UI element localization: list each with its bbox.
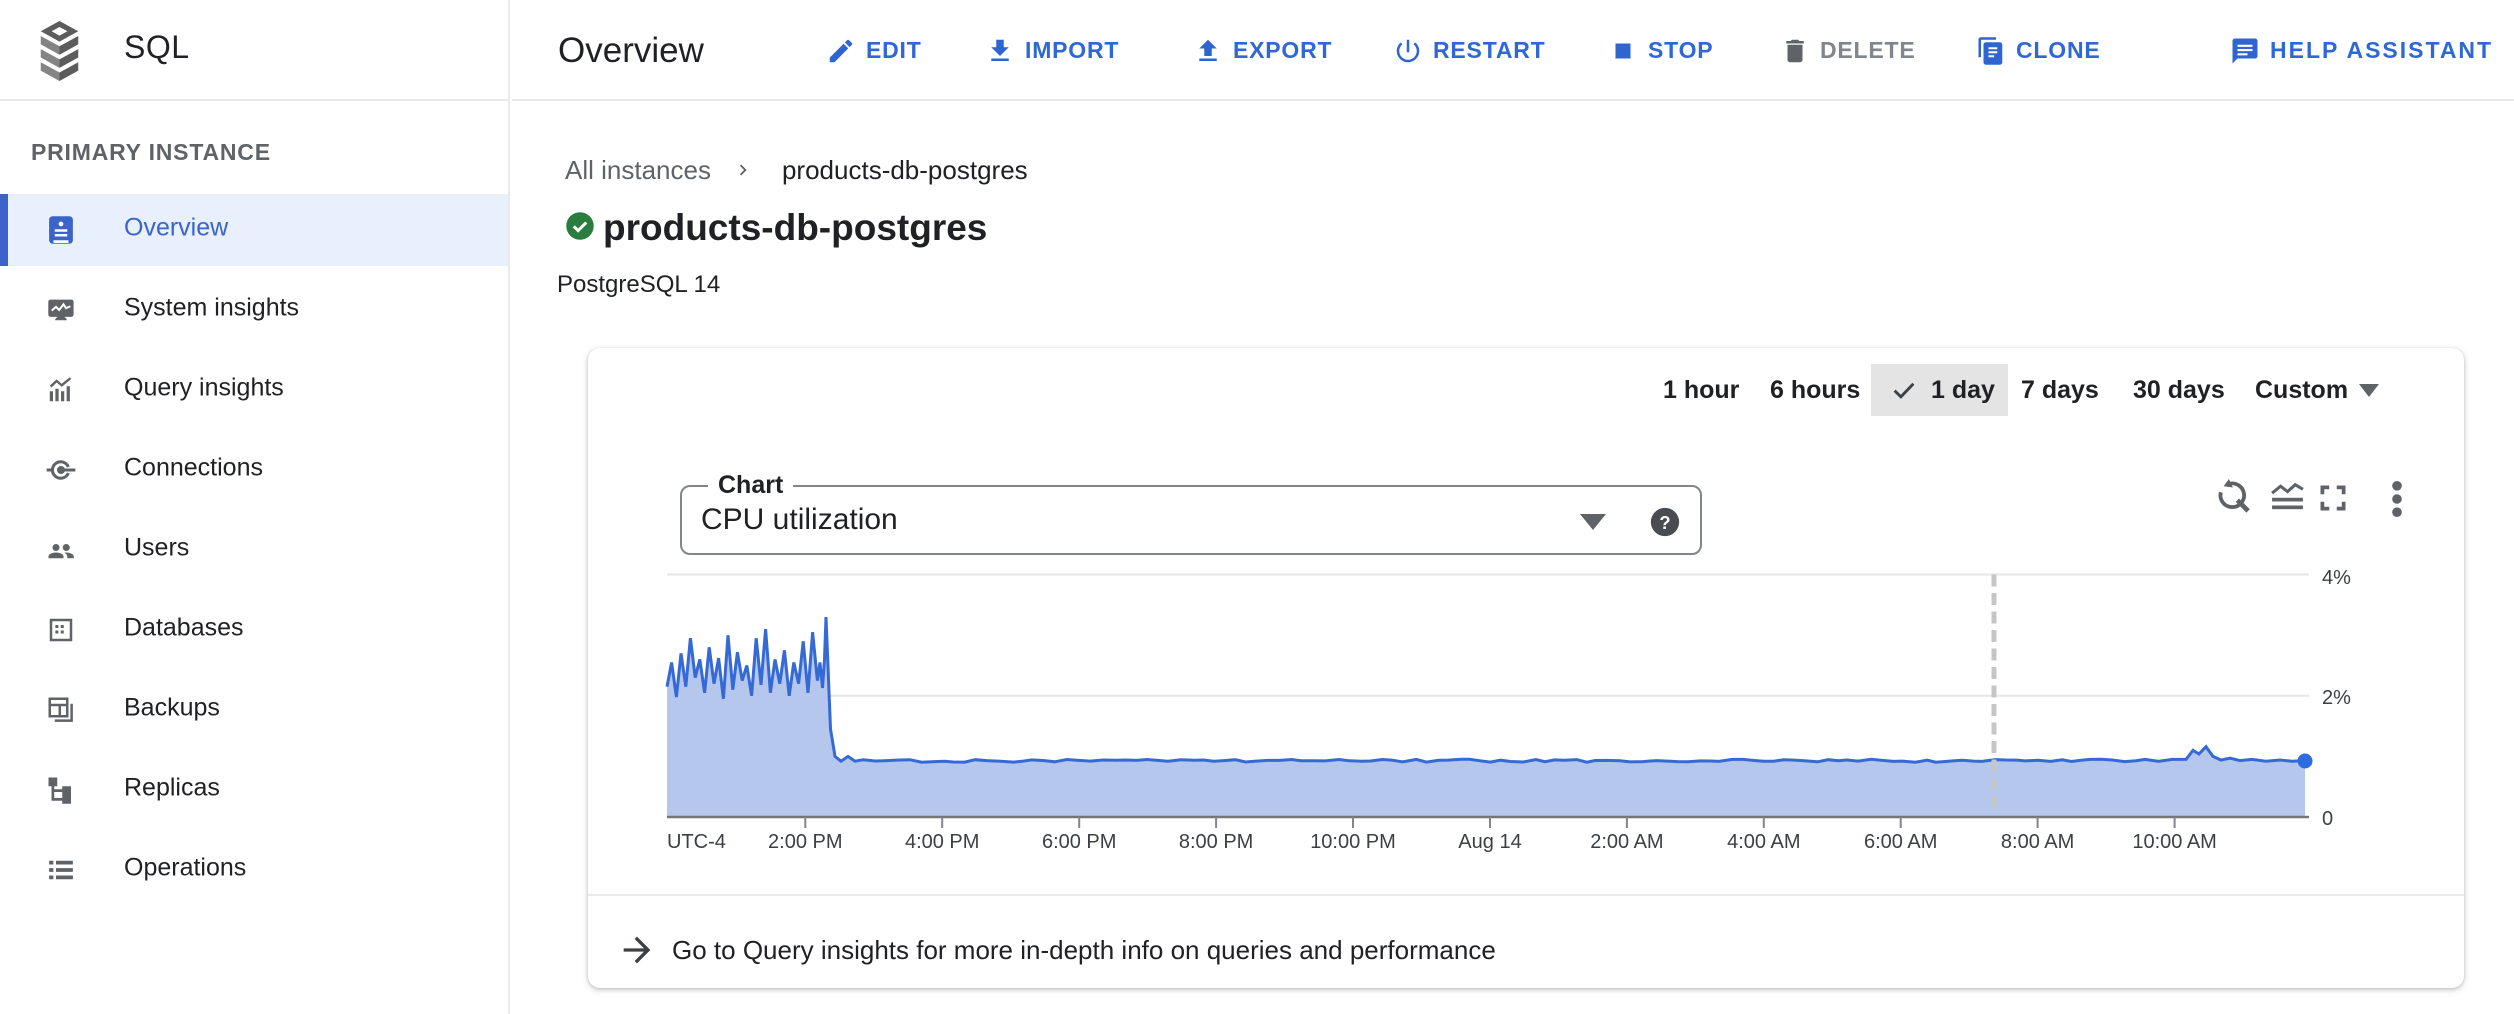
svg-text:UTC-4: UTC-4: [667, 831, 726, 853]
svg-text:6:00 PM: 6:00 PM: [1042, 831, 1116, 853]
svg-text:2:00 AM: 2:00 AM: [1590, 831, 1663, 853]
svg-text:Aug 14: Aug 14: [1458, 831, 1521, 853]
svg-text:10:00 PM: 10:00 PM: [1310, 831, 1396, 853]
svg-text:2:00 PM: 2:00 PM: [768, 831, 842, 853]
svg-text:0: 0: [2322, 808, 2333, 830]
svg-text:8:00 PM: 8:00 PM: [1179, 831, 1253, 853]
svg-text:8:00 AM: 8:00 AM: [2001, 831, 2074, 853]
svg-text:4:00 AM: 4:00 AM: [1727, 831, 1800, 853]
svg-text:6:00 AM: 6:00 AM: [1864, 831, 1937, 853]
svg-text:?: ?: [1659, 512, 1670, 533]
svg-text:4:00 PM: 4:00 PM: [905, 831, 979, 853]
svg-text:4%: 4%: [2322, 567, 2351, 589]
svg-text:2%: 2%: [2322, 687, 2351, 709]
svg-text:10:00 AM: 10:00 AM: [2132, 831, 2217, 853]
